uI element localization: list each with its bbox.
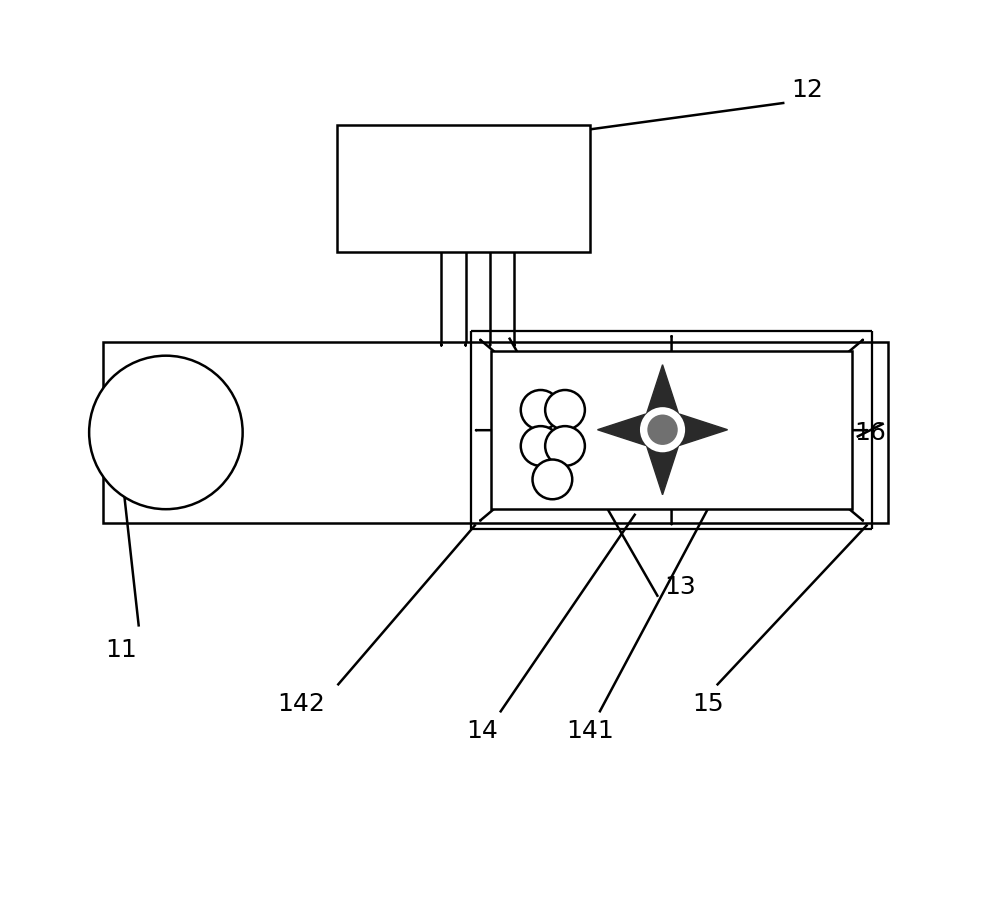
Text: 142: 142 [277,692,325,715]
Circle shape [89,356,243,510]
Circle shape [521,391,561,430]
Text: 14: 14 [466,719,498,742]
Circle shape [521,427,561,466]
Polygon shape [598,365,728,495]
Text: 16: 16 [854,421,886,445]
Text: 11: 11 [105,638,137,661]
Bar [103,343,888,523]
Circle shape [545,391,585,430]
Text: 15: 15 [692,692,724,715]
Circle shape [533,460,572,500]
Bar [337,126,590,253]
Bar [491,352,852,510]
Circle shape [640,408,685,453]
Text: 141: 141 [566,719,614,742]
Text: 12: 12 [791,78,823,102]
Circle shape [646,414,679,446]
Text: 13: 13 [665,575,696,598]
Circle shape [545,427,585,466]
